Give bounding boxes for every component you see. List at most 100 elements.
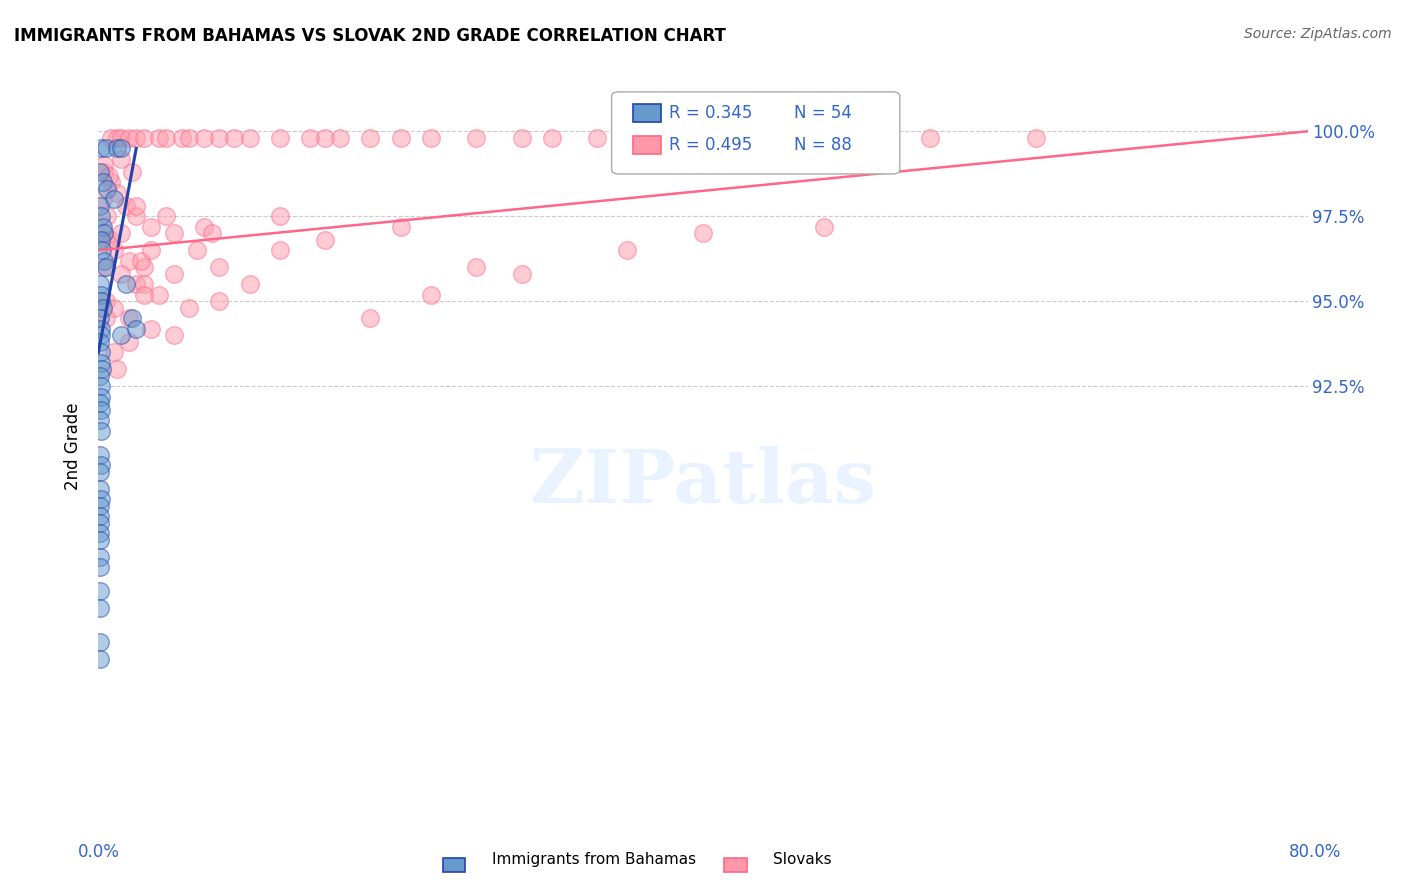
Point bbox=[110, 227, 132, 241]
Point bbox=[105, 362, 128, 376]
Point bbox=[89, 482, 111, 496]
Text: IMMIGRANTS FROM BAHAMAS VS SLOVAK 2ND GRADE CORRELATION CHART: IMMIGRANTS FROM BAHAMAS VS SLOVAK 2ND GR… bbox=[14, 27, 725, 45]
Point bbox=[89, 525, 111, 540]
Point bbox=[89, 583, 111, 598]
Point bbox=[90, 233, 112, 247]
Point bbox=[163, 227, 186, 241]
Point bbox=[465, 260, 488, 275]
Text: Immigrants from Bahamas: Immigrants from Bahamas bbox=[492, 852, 696, 867]
Point bbox=[100, 131, 122, 145]
Point bbox=[110, 141, 132, 155]
Point bbox=[132, 287, 155, 301]
Point bbox=[93, 253, 115, 268]
Point bbox=[586, 131, 609, 145]
Point bbox=[100, 233, 122, 247]
Point bbox=[103, 345, 125, 359]
Point bbox=[89, 277, 111, 292]
Point bbox=[91, 192, 114, 206]
Point bbox=[163, 328, 186, 343]
Point bbox=[141, 244, 163, 258]
Point bbox=[91, 301, 114, 316]
Point bbox=[94, 233, 117, 247]
Text: 0.0%: 0.0% bbox=[77, 843, 120, 861]
Point bbox=[90, 328, 112, 343]
Point bbox=[121, 311, 143, 326]
Point bbox=[314, 233, 336, 247]
Point bbox=[125, 199, 148, 213]
Point bbox=[91, 175, 114, 189]
Point bbox=[105, 186, 128, 200]
Point bbox=[208, 131, 231, 145]
Point bbox=[90, 356, 112, 370]
Point bbox=[132, 131, 155, 145]
Point bbox=[813, 131, 835, 145]
Point bbox=[170, 131, 193, 145]
Point bbox=[132, 277, 155, 292]
Point bbox=[389, 131, 412, 145]
Point bbox=[89, 549, 111, 564]
Point bbox=[90, 345, 112, 359]
Point bbox=[91, 227, 114, 241]
Point bbox=[163, 267, 186, 281]
Y-axis label: 2nd Grade: 2nd Grade bbox=[65, 402, 83, 490]
Point bbox=[465, 131, 488, 145]
Point bbox=[239, 131, 262, 145]
Point bbox=[96, 210, 118, 224]
Point bbox=[90, 321, 112, 335]
Point bbox=[93, 260, 115, 275]
Point bbox=[129, 253, 152, 268]
Point bbox=[100, 175, 122, 189]
Point bbox=[299, 131, 322, 145]
Point bbox=[269, 131, 291, 145]
Point bbox=[89, 600, 111, 615]
Point bbox=[89, 448, 111, 462]
Point bbox=[98, 169, 121, 183]
Point bbox=[96, 182, 118, 196]
Point bbox=[89, 413, 111, 427]
Point bbox=[224, 131, 246, 145]
Point bbox=[360, 311, 382, 326]
Point bbox=[118, 311, 141, 326]
Point bbox=[90, 390, 112, 404]
Point bbox=[89, 335, 111, 350]
Point bbox=[420, 131, 443, 145]
Point bbox=[90, 287, 112, 301]
Point bbox=[94, 260, 117, 275]
Point bbox=[105, 141, 128, 155]
Point bbox=[510, 267, 533, 281]
Text: R = 0.345: R = 0.345 bbox=[669, 104, 752, 122]
Point bbox=[918, 131, 941, 145]
Point bbox=[110, 131, 132, 145]
Point bbox=[110, 152, 132, 166]
Point bbox=[91, 362, 114, 376]
Text: Slovaks: Slovaks bbox=[773, 852, 832, 867]
Point bbox=[89, 516, 111, 530]
Point bbox=[329, 131, 352, 145]
Point bbox=[93, 165, 115, 179]
Point bbox=[125, 321, 148, 335]
Point bbox=[125, 210, 148, 224]
Point bbox=[125, 277, 148, 292]
Point bbox=[179, 131, 201, 145]
Point bbox=[616, 244, 638, 258]
Point bbox=[155, 210, 177, 224]
Point bbox=[208, 294, 231, 309]
Point bbox=[125, 131, 148, 145]
Text: Source: ZipAtlas.com: Source: ZipAtlas.com bbox=[1244, 27, 1392, 41]
Point bbox=[89, 165, 111, 179]
Point bbox=[93, 158, 115, 172]
Point bbox=[118, 253, 141, 268]
Point bbox=[89, 559, 111, 574]
Point bbox=[89, 396, 111, 410]
Point bbox=[540, 131, 562, 145]
Point bbox=[94, 311, 117, 326]
Point bbox=[148, 287, 170, 301]
Point bbox=[692, 227, 714, 241]
Point bbox=[155, 131, 177, 145]
Point bbox=[89, 465, 111, 479]
Point bbox=[110, 328, 132, 343]
Point bbox=[89, 508, 111, 523]
Point bbox=[94, 294, 117, 309]
Point bbox=[208, 260, 231, 275]
Point bbox=[269, 244, 291, 258]
